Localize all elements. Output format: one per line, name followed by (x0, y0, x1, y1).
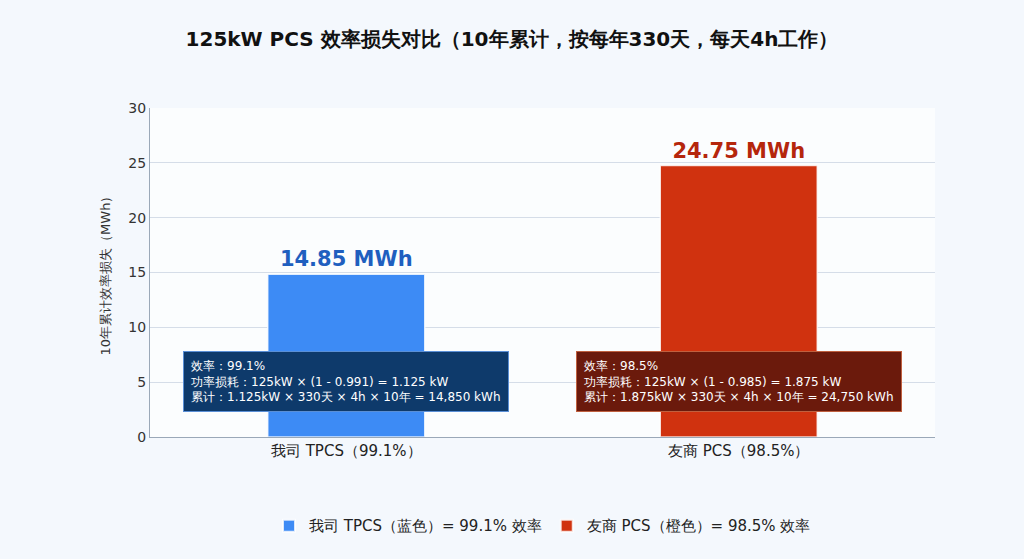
svg-text:24.75 MWh: 24.75 MWh (672, 139, 805, 163)
svg-text:我司 TPCS（99.1%）: 我司 TPCS（99.1%） (271, 442, 422, 460)
svg-text:10: 10 (128, 319, 146, 335)
svg-text:0: 0 (137, 429, 146, 445)
svg-text:友商 PCS（橙色）= 98.5% 效率: 友商 PCS（橙色）= 98.5% 效率 (587, 517, 811, 535)
svg-text:15: 15 (128, 264, 146, 280)
svg-text:5: 5 (137, 374, 146, 390)
svg-text:我司 TPCS（蓝色）= 99.1% 效率: 我司 TPCS（蓝色）= 99.1% 效率 (309, 517, 542, 535)
svg-text:20: 20 (128, 210, 146, 226)
svg-text:效率：99.1%功率损耗：125kW × (1 - 0.99: 效率：99.1%功率损耗：125kW × (1 - 0.991) = 1.125… (191, 359, 501, 404)
svg-text:效率：98.5%功率损耗：125kW × (1 - 0.98: 效率：98.5%功率损耗：125kW × (1 - 0.985) = 1.875… (584, 359, 894, 404)
svg-text:友商 PCS（98.5%）: 友商 PCS（98.5%） (668, 442, 809, 460)
svg-text:10年累计效率损失（MWh）: 10年累计效率损失（MWh） (98, 190, 113, 356)
svg-text:125kW PCS 效率损失对比（10年累计，按每年330天: 125kW PCS 效率损失对比（10年累计，按每年330天，每天4h工作） (186, 27, 839, 51)
svg-text:30: 30 (128, 100, 146, 116)
svg-text:14.85 MWh: 14.85 MWh (280, 247, 413, 271)
svg-text:25: 25 (128, 155, 146, 171)
